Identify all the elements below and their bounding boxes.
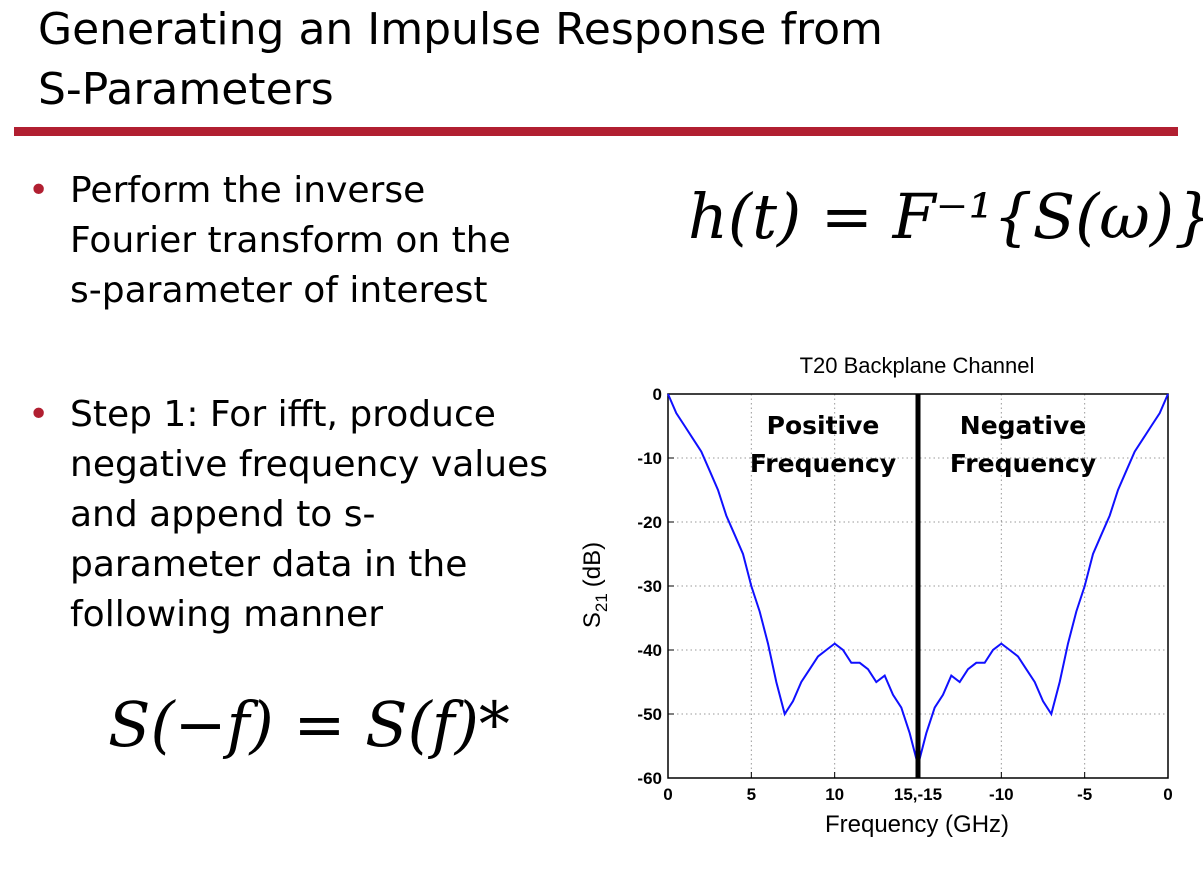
bullet-2-line-2: negative frequency values xyxy=(70,444,548,485)
y-tick-label: -10 xyxy=(637,449,662,468)
y-axis-label-main: S xyxy=(579,612,606,628)
bullet-text-1: Perform the inverse Fourier transform on… xyxy=(70,166,570,316)
bullet-item-1: • Perform the inverse Fourier transform … xyxy=(28,166,570,316)
y-axis-label: S21 (dB) xyxy=(579,542,611,628)
chart-title: T20 Backplane Channel xyxy=(800,353,1035,378)
title-line-1: Generating an Impulse Response from xyxy=(38,4,883,55)
title-line-2: S-Parameters xyxy=(38,64,334,115)
x-tick-label: -5 xyxy=(1077,785,1092,804)
y-tick-label: -60 xyxy=(637,769,662,788)
chart-canvas: T20 Backplane Channel 0 5 10 15,-15 -10 -5 0 0… xyxy=(579,353,1173,838)
bullet-dot-icon: • xyxy=(28,394,50,435)
y-axis-label-unit: (dB) xyxy=(579,542,606,587)
bullet-dot-icon: • xyxy=(28,170,50,211)
bullet-1-line-1: Perform the inverse xyxy=(70,170,426,211)
x-tick-labels: 0 5 10 15,-15 -10 -5 0 xyxy=(663,772,1173,804)
x-tick-label: 10 xyxy=(825,785,844,804)
x-axis-label: Frequency (GHz) xyxy=(825,811,1009,838)
region-annotations: Positive Frequency Negative Frequency xyxy=(750,411,1096,478)
bullet-text-2: Step 1: For ifft, produce negative frequ… xyxy=(70,390,570,640)
annotation-label: Positive xyxy=(767,411,880,440)
y-tick-label: -20 xyxy=(637,513,662,532)
y-tick-label: 0 xyxy=(653,385,662,404)
annotation-label: Frequency xyxy=(750,449,896,478)
x-tick-label: 0 xyxy=(1163,785,1172,804)
impulse-response-equation: h(t) = F⁻¹{S(ω)} xyxy=(688,180,1203,253)
conjugate-symmetry-equation: S(−f) = S(f)* xyxy=(108,688,510,761)
bullet-2-line-4: parameter data in the xyxy=(70,544,468,585)
annotation-label: Negative xyxy=(960,411,1086,440)
bullet-item-2: • Step 1: For ifft, produce negative fre… xyxy=(28,390,570,640)
bullet-1-line-2: Fourier transform on the xyxy=(70,220,511,261)
bullet-2-line-5: following manner xyxy=(70,594,383,635)
bullet-2-line-1: Step 1: For ifft, produce xyxy=(70,394,496,435)
slide-title: Generating an Impulse Response from S-Pa… xyxy=(38,0,1178,120)
x-tick-label: 5 xyxy=(747,785,756,804)
x-tick-label: 0 xyxy=(663,785,672,804)
y-tick-label: -30 xyxy=(637,577,662,596)
y-axis-label-sub: 21 xyxy=(592,593,611,612)
x-tick-label: 15,-15 xyxy=(894,785,942,804)
title-divider xyxy=(14,127,1178,136)
x-tick-label: -10 xyxy=(989,785,1014,804)
y-tick-labels: 0 -10 -20 -30 -40 -50 -60 xyxy=(637,385,674,788)
annotation-label: Frequency xyxy=(950,449,1096,478)
s21-chart: T20 Backplane Channel 0 5 10 15,-15 -10 -5 0 0… xyxy=(560,340,1200,860)
bullet-2-line-3: and append to s- xyxy=(70,494,376,535)
y-tick-label: -50 xyxy=(637,705,662,724)
bullet-1-line-3: s-parameter of interest xyxy=(70,270,488,311)
y-tick-label: -40 xyxy=(637,641,662,660)
